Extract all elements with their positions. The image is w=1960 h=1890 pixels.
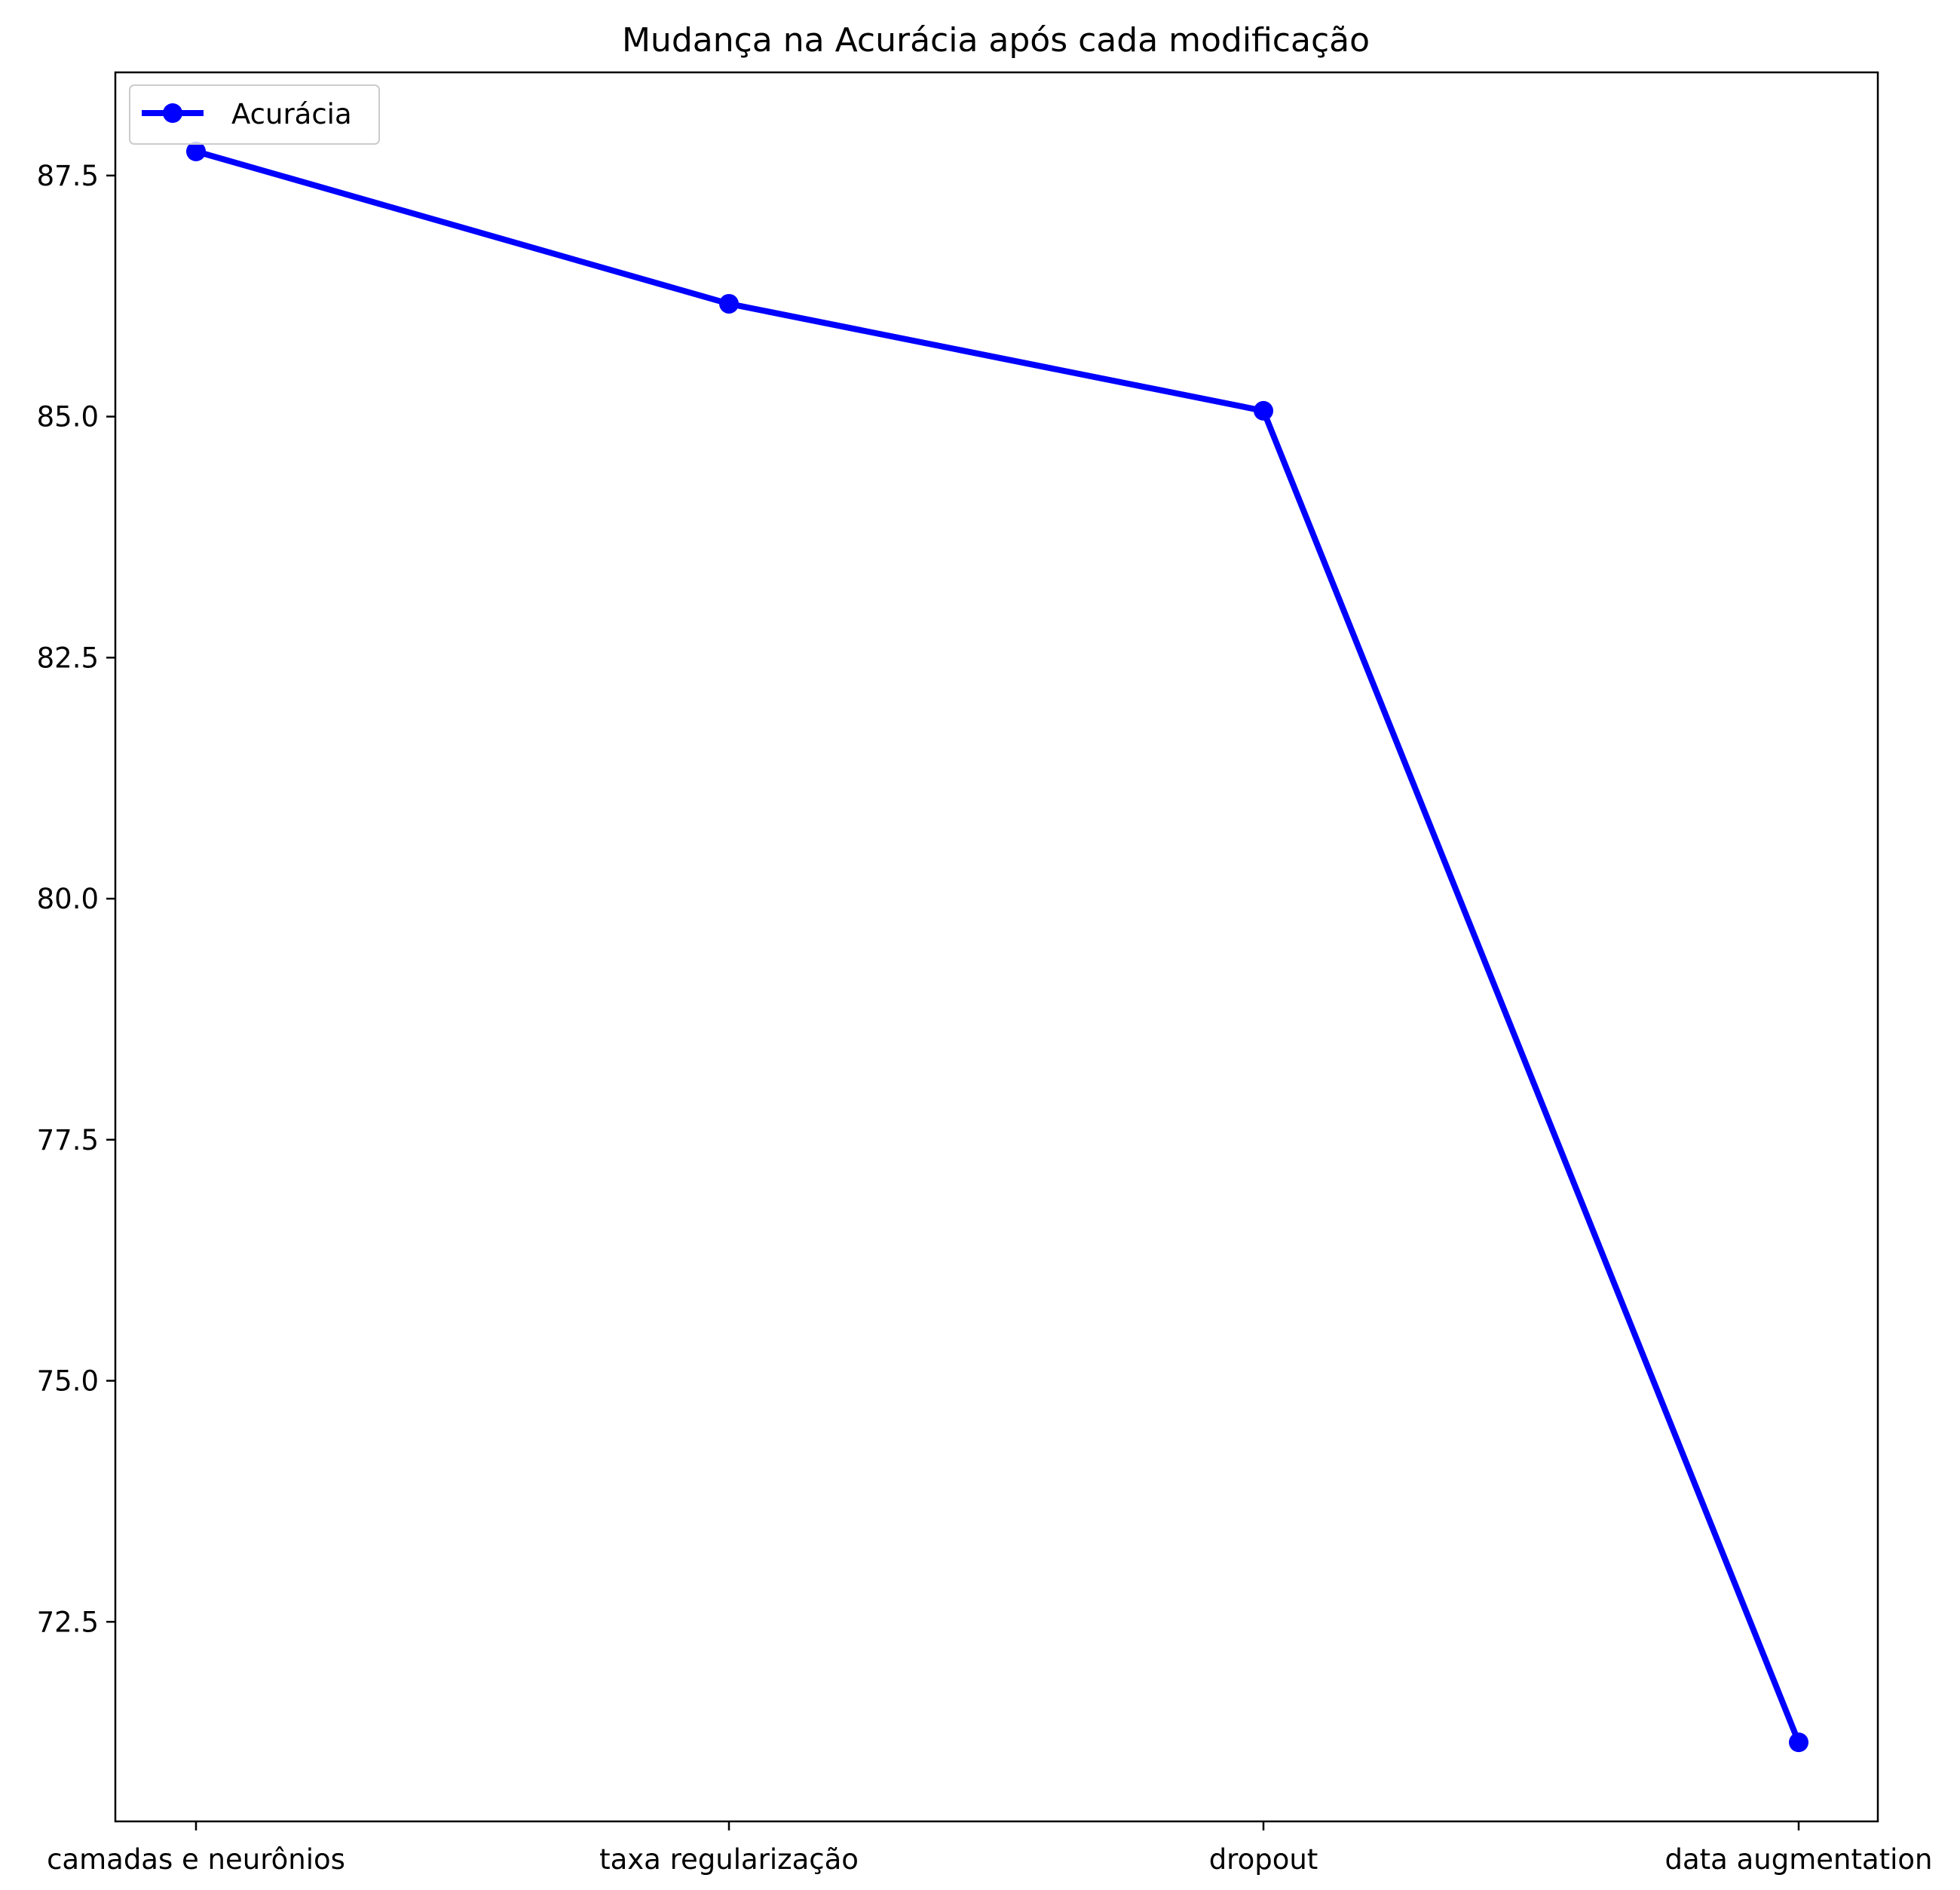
y-tick-label: 85.0	[37, 401, 99, 433]
y-tick-label: 75.0	[37, 1365, 99, 1398]
x-tick-label: data augmentation	[1664, 1843, 1932, 1876]
data-point	[186, 141, 206, 161]
y-tick-label: 87.5	[37, 160, 99, 192]
x-tick-label: camadas e neurônios	[47, 1843, 345, 1876]
legend-label: Acurácia	[231, 98, 352, 130]
y-tick-label: 72.5	[37, 1606, 99, 1638]
legend-point-marker	[163, 103, 182, 123]
y-tick-label: 80.0	[37, 883, 99, 915]
data-point	[1254, 400, 1273, 421]
chart-title: Mudança na Acurácia após cada modificaçã…	[622, 21, 1370, 60]
y-tick-label: 77.5	[37, 1124, 99, 1156]
x-tick-label: dropout	[1209, 1843, 1318, 1876]
legend-box	[129, 84, 380, 145]
series-line	[193, 148, 1802, 1746]
plot-area	[115, 72, 1878, 1821]
x-axis: camadas e neurônios taxa regularização dro…	[47, 1821, 1933, 1876]
y-axis: 72.5 75.0 77.5 80.0 82.5 85.0 87.5	[37, 160, 115, 1638]
plot-frame	[114, 71, 1879, 1823]
legend: Acurácia	[129, 84, 380, 145]
data-point	[719, 293, 739, 314]
y-tick-label: 82.5	[37, 642, 99, 674]
x-tick-label: taxa regularização	[599, 1843, 859, 1876]
series-layer	[186, 141, 1808, 1753]
data-point	[1789, 1732, 1808, 1753]
